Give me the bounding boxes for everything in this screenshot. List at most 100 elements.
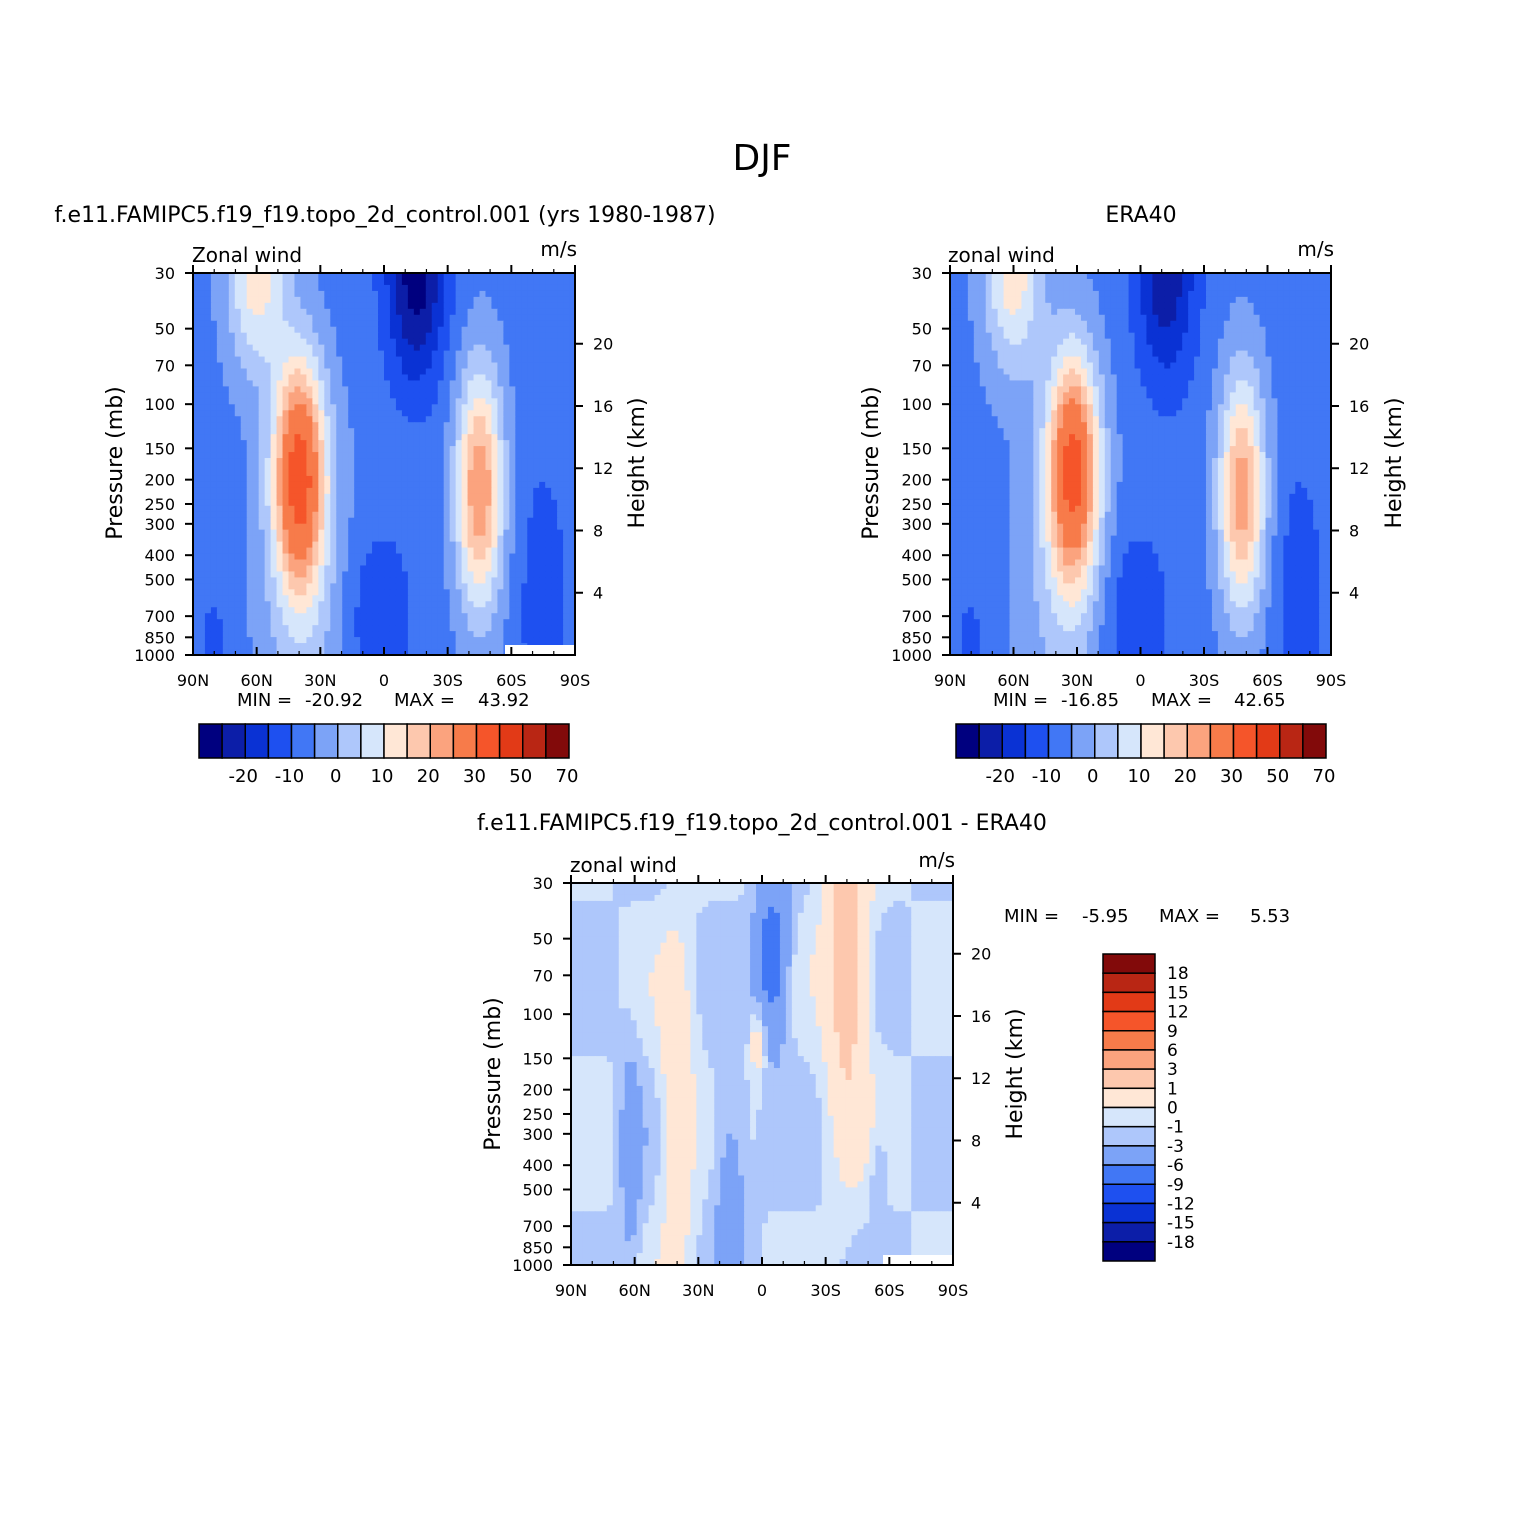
heatmap-cell <box>443 368 451 376</box>
heatmap-cell <box>967 326 975 334</box>
heatmap-cell <box>384 284 391 292</box>
heatmap-cell <box>228 589 236 596</box>
heatmap-cell <box>246 607 254 614</box>
heatmap-cell <box>210 386 218 393</box>
heatmap-cell <box>419 595 427 602</box>
heatmap-cell <box>240 446 248 453</box>
heatmap-cell <box>461 517 469 525</box>
heatmap-cell <box>264 356 272 364</box>
heatmap-cell <box>1176 284 1183 292</box>
heatmap-cell <box>342 523 349 531</box>
heatmap-cell <box>991 320 999 328</box>
heatmap-cell <box>330 410 337 417</box>
heatmap-cell <box>503 284 510 292</box>
heatmap-cell <box>1098 326 1106 334</box>
heatmap-cell <box>461 493 469 501</box>
heatmap-cell <box>354 613 361 620</box>
heatmap-cell <box>437 374 445 382</box>
heatmap-cell <box>461 338 469 346</box>
heatmap-cell <box>348 308 355 316</box>
heatmap-cell <box>431 284 439 292</box>
heatmap-cell <box>198 410 206 417</box>
heatmap-cell <box>395 368 403 376</box>
heatmap-cell <box>413 595 421 602</box>
heatmap-cell <box>491 320 499 328</box>
heatmap-cell <box>539 296 546 304</box>
heatmap-cell <box>354 487 361 495</box>
heatmap-cell <box>961 332 969 340</box>
heatmap-cell <box>348 380 355 388</box>
heatmap-cell <box>222 273 230 280</box>
heatmap-cell <box>991 326 999 334</box>
heatmap-cell <box>330 278 337 286</box>
heatmap-cell <box>425 356 433 364</box>
heatmap-cell <box>193 493 200 501</box>
heatmap-cell <box>1265 320 1273 328</box>
heatmap-cell <box>366 278 373 286</box>
heatmap-cell <box>360 446 367 453</box>
heatmap-cell <box>318 475 325 483</box>
heatmap-cell <box>407 464 415 471</box>
heatmap-cell <box>389 499 397 507</box>
heatmap-cell <box>246 284 254 292</box>
heatmap-cell <box>521 392 528 399</box>
heatmap-cell <box>366 416 373 423</box>
heatmap-cell <box>563 458 570 465</box>
heatmap-cell <box>288 601 296 608</box>
heatmap-cell <box>437 475 445 483</box>
heatmap-cell <box>449 446 457 453</box>
heatmap-cell <box>216 386 224 393</box>
heatmap-cell <box>228 607 236 614</box>
heatmap-cell <box>300 273 308 280</box>
heatmap-cell <box>222 296 230 304</box>
heatmap-cell <box>312 428 319 435</box>
heatmap-cell <box>443 469 451 477</box>
heatmap-cell <box>521 559 528 567</box>
heatmap-cell <box>252 326 260 334</box>
heatmap-cell <box>497 368 504 376</box>
heatmap-cell <box>533 559 540 567</box>
heatmap-cell <box>366 284 373 292</box>
heatmap-cell <box>276 392 284 399</box>
heatmap-cell <box>563 398 570 405</box>
heatmap-cell <box>467 296 475 304</box>
heatmap-cell <box>485 446 493 453</box>
heatmap-cell <box>527 589 534 596</box>
heatmap-cell <box>348 278 355 286</box>
heatmap-cell <box>449 320 457 328</box>
heatmap-cell <box>234 577 242 584</box>
heatmap-cell <box>1283 338 1290 346</box>
heatmap-cell <box>1247 338 1255 346</box>
heatmap-cell <box>276 571 284 579</box>
heatmap-cell <box>389 601 397 608</box>
heatmap-cell <box>264 398 272 405</box>
heatmap-cell <box>419 398 427 405</box>
heatmap-cell <box>419 499 427 507</box>
heatmap-cell <box>389 607 397 614</box>
heatmap-cell <box>497 643 504 650</box>
heatmap-cell <box>276 577 284 584</box>
heatmap-cell <box>216 529 224 537</box>
heatmap-cell <box>240 607 248 614</box>
heatmap-cell <box>294 464 302 471</box>
heatmap-cell <box>419 523 427 531</box>
heatmap-cell <box>431 410 439 417</box>
heatmap-cell <box>485 565 493 573</box>
heatmap-cell <box>246 416 254 423</box>
heatmap-cell <box>240 326 248 334</box>
heatmap-cell <box>557 607 564 614</box>
heatmap-cell <box>222 416 230 423</box>
heatmap-cell <box>1075 302 1082 310</box>
heatmap-cell <box>1217 314 1225 322</box>
heatmap-cell <box>300 553 308 561</box>
heatmap-cell <box>1021 290 1028 298</box>
heatmap-cell <box>1045 338 1052 346</box>
heatmap-cell <box>246 499 254 507</box>
heatmap-cell <box>1265 290 1273 298</box>
heatmap-cell <box>509 565 516 573</box>
heatmap-cell <box>431 541 439 549</box>
heatmap-cell <box>1039 284 1046 292</box>
heatmap-cell <box>1325 290 1332 298</box>
heatmap-cell <box>527 428 534 435</box>
heatmap-cell <box>372 541 379 549</box>
